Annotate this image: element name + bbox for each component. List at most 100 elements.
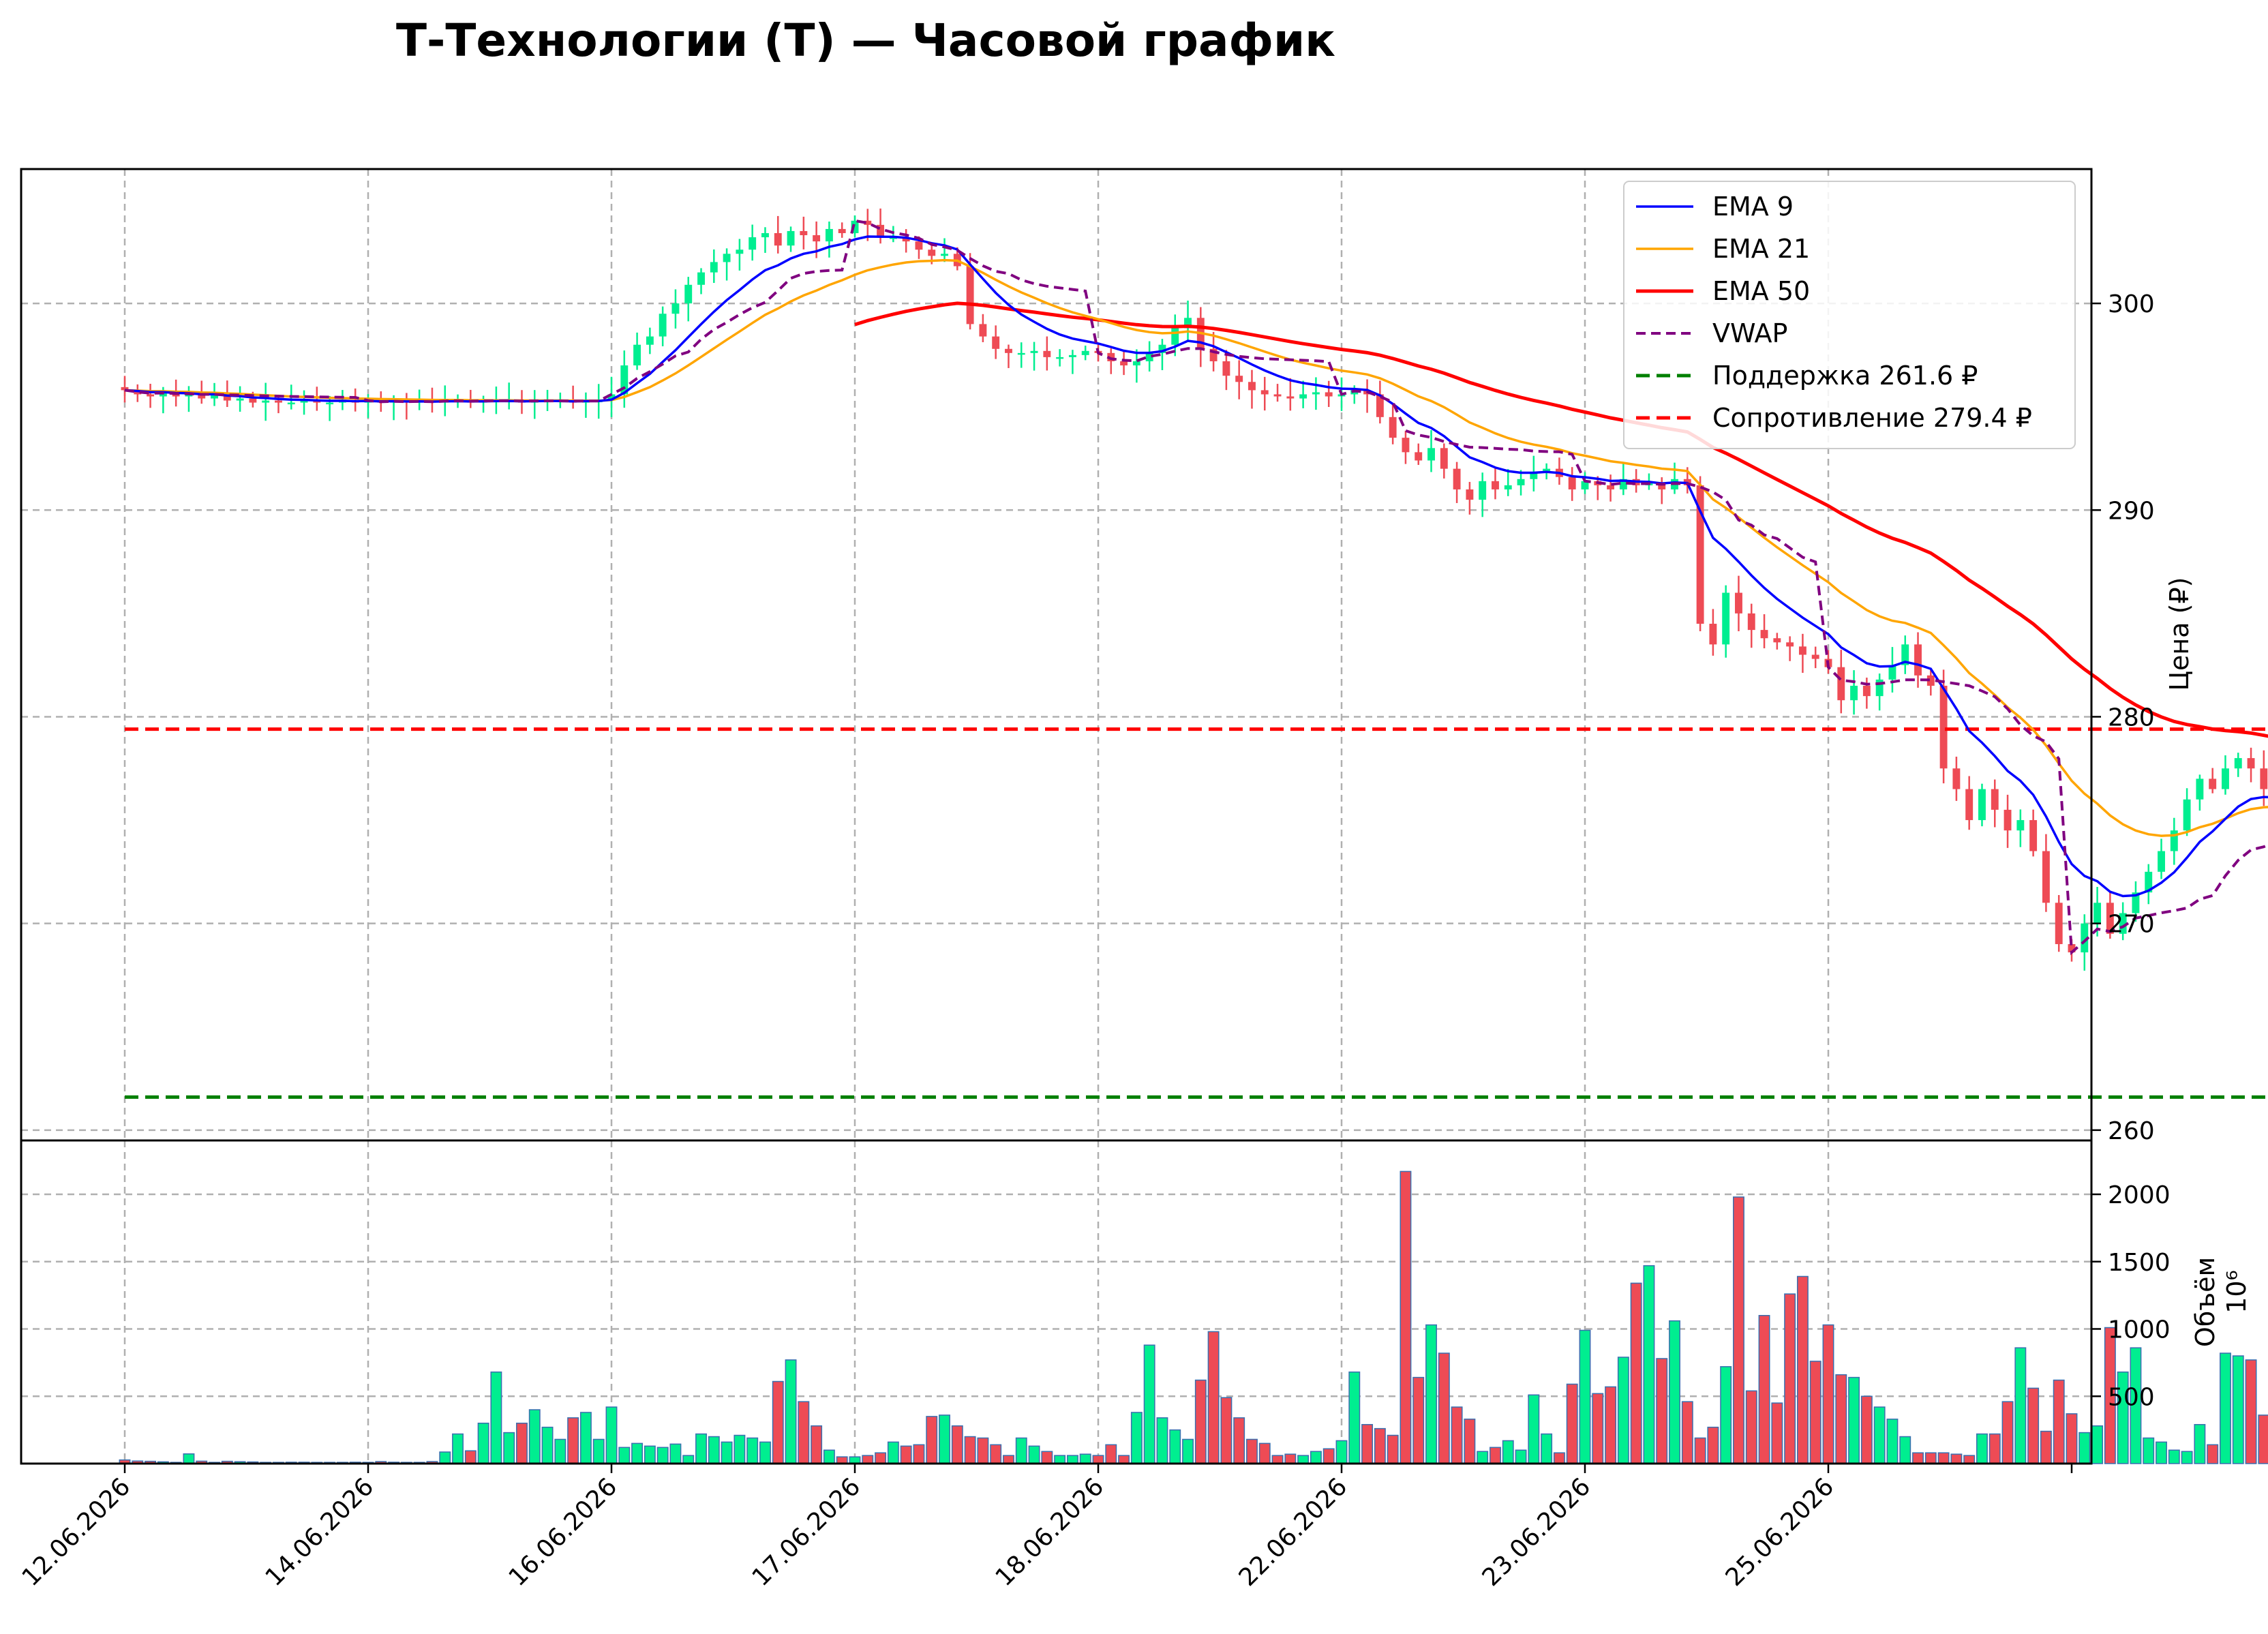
candle-body [2158, 851, 2165, 872]
volume-bar [1796, 1275, 1809, 1464]
volume-bar [2091, 1425, 2104, 1464]
volume-tick-label: 2000 [2108, 1181, 2171, 1209]
volume-bar [2014, 1347, 2027, 1464]
volume-bar [1860, 1395, 1873, 1464]
candle-body [928, 249, 936, 256]
candle-body [620, 365, 629, 395]
candle-body [1747, 613, 1755, 631]
candle-body [1722, 592, 1730, 645]
candle-body [2016, 820, 2025, 831]
volume-bar [1477, 1451, 1489, 1464]
candle-body [1888, 665, 1896, 680]
volume-bar [1745, 1390, 1757, 1464]
price-tick-label: 260 [2108, 1117, 2155, 1145]
price-y-ticks: 260 270 280 290 300 [2091, 290, 2155, 1145]
candle-body [671, 303, 680, 314]
volume-bar [887, 1441, 899, 1464]
candle-body [121, 387, 129, 391]
candle-body [1939, 685, 1948, 769]
candle-body [1158, 344, 1166, 353]
volume-bar [1233, 1417, 1245, 1464]
volume-bar [862, 1455, 874, 1464]
candle-body [1991, 789, 1999, 810]
candle-body [198, 394, 206, 399]
volume-bar [1809, 1361, 1821, 1464]
candle-body [1607, 485, 1615, 489]
volume-bar [1425, 1324, 1437, 1464]
candle-body [1248, 382, 1256, 391]
candle-body [1568, 476, 1576, 489]
volume-frame [20, 1139, 2093, 1465]
volume-bar [1297, 1455, 1310, 1464]
candle-body [2145, 871, 2153, 893]
candle-body [851, 220, 859, 233]
volume-bar [1835, 1374, 1847, 1464]
candle-body [2132, 892, 2140, 913]
volume-bar [2220, 1352, 2231, 1464]
volume-bar [1118, 1455, 1130, 1464]
candle-body [1901, 644, 1909, 665]
volume-bar [1758, 1315, 1770, 1464]
volume-bar [1541, 1433, 1553, 1464]
volume-bar [528, 1409, 541, 1464]
volume-bar [669, 1443, 682, 1464]
candle-body [1850, 685, 1858, 701]
price-panel: 260 270 280 290 300 Цена (₽) [20, 168, 2268, 1145]
volume-bar [2040, 1430, 2052, 1464]
candle-body [275, 400, 282, 403]
candle-body [223, 394, 231, 401]
volume-bar [990, 1444, 1002, 1464]
volume-bar [900, 1445, 912, 1464]
candle-body [1184, 318, 1192, 329]
volume-bar [1643, 1265, 1655, 1464]
volume-bar [644, 1445, 656, 1464]
volume-bar [734, 1434, 746, 1464]
candle-body [787, 230, 795, 246]
volume-bar [656, 1447, 669, 1464]
candle-body [1735, 592, 1742, 614]
volume-bar [2245, 1359, 2257, 1464]
volume-bar [2104, 1327, 2116, 1464]
volume-bar [1464, 1419, 1476, 1464]
legend-resistance: Сопротивление 279.4 ₽ [1636, 403, 2032, 433]
volume-bar [1681, 1401, 1693, 1464]
candle-body [2029, 820, 2038, 851]
volume-bar [1771, 1402, 1783, 1464]
volume-bar [1246, 1438, 1258, 1464]
volume-bar [2117, 1371, 2129, 1464]
candle-body [2081, 923, 2089, 953]
chart-title: Т-Технологии (T) — Часовой график [396, 14, 1335, 67]
volume-bar [605, 1406, 618, 1464]
candle-body [2055, 903, 2063, 944]
candle-body [2068, 943, 2076, 953]
candle-body [1978, 789, 1986, 821]
volume-bar [1066, 1455, 1078, 1464]
candle-body [1171, 328, 1179, 345]
volume-bar [2232, 1355, 2244, 1464]
volume-bar [708, 1436, 720, 1464]
candle-body [1120, 361, 1128, 366]
candle-body [2004, 809, 2012, 831]
volume-bar [1207, 1331, 1220, 1464]
volume-bar [1284, 1453, 1297, 1464]
candle-body [300, 400, 308, 403]
volume-bar [2258, 1414, 2268, 1464]
candle-body [211, 394, 218, 399]
volume-bar [785, 1359, 797, 1464]
candle-body [979, 324, 987, 337]
volume-bar [1963, 1455, 1976, 1464]
volume-bar [2207, 1444, 2219, 1464]
volume-bar [1387, 1434, 1399, 1464]
volume-bar [2194, 1423, 2206, 1464]
volume-bar [1194, 1379, 1207, 1464]
candle-body [697, 272, 705, 285]
candle-body [2234, 758, 2242, 769]
candle-body [1658, 483, 1666, 489]
volume-bar [1092, 1455, 1104, 1464]
candle-body [723, 254, 731, 262]
candle-body [684, 284, 693, 304]
candle-body [2260, 768, 2268, 789]
volume-bar [1733, 1196, 1744, 1464]
